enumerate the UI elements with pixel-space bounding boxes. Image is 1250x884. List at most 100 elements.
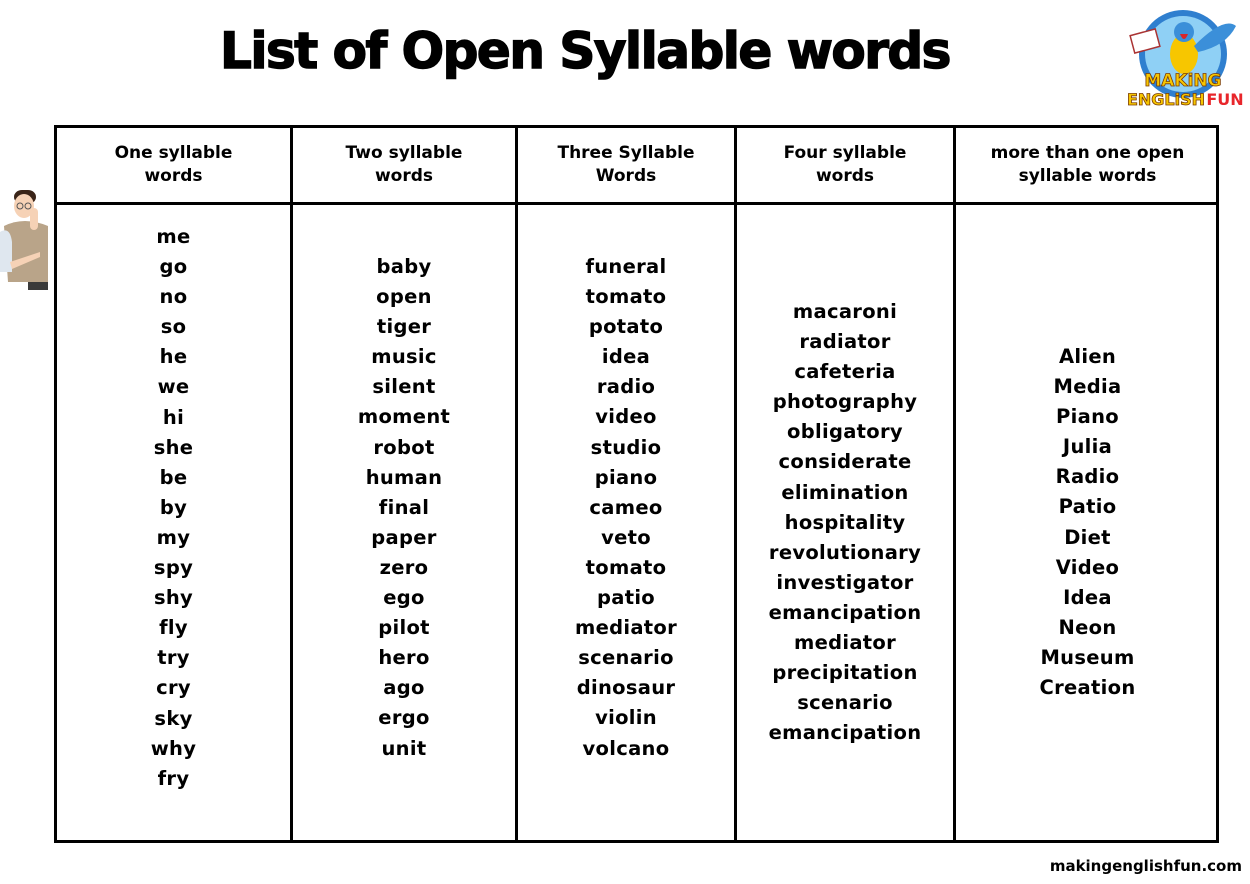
- word-item: moment: [357, 405, 451, 429]
- teacher-illustration: [0, 190, 48, 290]
- word-item: mediator: [793, 631, 897, 655]
- column-four-syllable: Four syllable words macaroni radiator cafet…: [734, 128, 953, 840]
- word-item: fly: [159, 616, 188, 640]
- word-item: spy: [153, 556, 194, 580]
- logo-text-fun: FUN: [1206, 90, 1243, 109]
- word-item: silent: [372, 375, 436, 399]
- word-item: violin: [595, 706, 657, 730]
- word-item: go: [159, 255, 188, 279]
- word-item: scenario: [578, 646, 674, 670]
- word-item: hospitality: [784, 510, 906, 534]
- word-item: obligatory: [787, 420, 903, 444]
- word-item: why: [150, 736, 197, 760]
- word-item: Diet: [1064, 525, 1111, 549]
- word-item: radiator: [799, 330, 891, 354]
- word-item: shy: [153, 586, 194, 610]
- word-item: he: [159, 345, 188, 369]
- word-item: zero: [379, 555, 429, 579]
- word-item: ego: [383, 586, 425, 610]
- column-header: Three Syllable Words: [518, 128, 734, 205]
- word-item: final: [378, 495, 430, 519]
- word-item: hero: [378, 646, 430, 670]
- word-item: video: [595, 405, 657, 429]
- word-item: dinosaur: [576, 676, 676, 700]
- word-item: radio: [596, 375, 656, 399]
- word-item: she: [153, 435, 194, 459]
- word-item: cameo: [589, 495, 663, 519]
- word-item: revolutionary: [768, 540, 922, 564]
- word-item: tomato: [585, 555, 667, 579]
- word-item: paper: [371, 525, 437, 549]
- word-item: me: [156, 225, 191, 248]
- word-item: we: [157, 375, 190, 399]
- making-english-fun-logo: MAKiNG ENGLiSH FUN: [1127, 10, 1244, 109]
- word-item: music: [371, 345, 437, 369]
- open-syllable-table: One syllable words me go no so he we hi she be by m…: [54, 125, 1219, 843]
- word-item: so: [160, 315, 187, 339]
- column-header: more than one open syllable words: [956, 128, 1219, 205]
- column-three-syllable: Three Syllable Words funeral tomato potato i…: [515, 128, 734, 840]
- word-item: Radio: [1055, 465, 1120, 489]
- word-item: fry: [157, 766, 190, 790]
- word-item: Video: [1055, 555, 1120, 579]
- word-list: funeral tomato potato idea radio video studio p…: [518, 252, 734, 764]
- word-item: ergo: [378, 706, 430, 730]
- word-item: emancipation: [768, 600, 922, 624]
- word-item: Neon: [1058, 615, 1117, 639]
- word-item: by: [159, 495, 188, 519]
- word-list: macaroni radiator cafeteria photography obli…: [737, 297, 953, 748]
- word-item: human: [365, 465, 443, 489]
- website-footer: makingenglishfun.com: [1049, 857, 1242, 875]
- word-item: my: [156, 525, 191, 549]
- word-item: Creation: [1039, 676, 1136, 700]
- word-item: hi: [162, 405, 185, 429]
- word-item: open: [376, 285, 432, 309]
- word-item: Julia: [1062, 435, 1113, 459]
- word-item: Media: [1053, 375, 1122, 399]
- word-item: photography: [772, 390, 918, 414]
- word-item: tiger: [376, 315, 432, 339]
- word-item: macaroni: [792, 300, 898, 323]
- page-title: List of Open Syllable words: [219, 21, 952, 81]
- word-item: precipitation: [772, 661, 918, 685]
- logo-text-making: MAKiNG: [1144, 71, 1221, 91]
- word-item: unit: [381, 736, 427, 760]
- word-item: potato: [588, 315, 664, 339]
- word-item: pilot: [378, 616, 430, 640]
- word-item: funeral: [585, 255, 667, 278]
- word-item: Patio: [1058, 495, 1117, 519]
- word-item: ago: [383, 676, 425, 700]
- logo-text-english: ENGLiSH: [1127, 90, 1205, 109]
- word-list: Alien Media Piano Julia Radio Patio Diet Video I…: [956, 342, 1219, 703]
- word-item: Alien: [1058, 345, 1117, 368]
- word-item: investigator: [776, 570, 914, 594]
- word-item: mediator: [574, 616, 678, 640]
- word-item: scenario: [797, 691, 893, 715]
- word-item: be: [159, 465, 188, 489]
- word-item: considerate: [778, 450, 912, 474]
- word-item: Museum: [1040, 645, 1135, 669]
- word-list: me go no so he we hi she be by my spy shy fly try cry sk…: [57, 222, 290, 794]
- word-item: cry: [156, 676, 191, 700]
- word-item: studio: [590, 435, 662, 459]
- word-item: Idea: [1063, 585, 1112, 609]
- word-item: veto: [601, 525, 651, 549]
- column-multiple-open-syllable: more than one open syllable words Alien Me…: [953, 128, 1219, 840]
- word-item: tomato: [585, 285, 667, 309]
- word-item: volcano: [582, 736, 670, 760]
- word-item: elimination: [781, 480, 909, 504]
- word-item: cafeteria: [794, 360, 896, 384]
- word-item: piano: [594, 465, 658, 489]
- word-item: robot: [373, 435, 435, 459]
- column-two-syllable: Two syllable words baby open tiger music sile…: [290, 128, 515, 840]
- column-header: Two syllable words: [293, 128, 515, 205]
- word-item: emancipation: [768, 721, 922, 745]
- column-header: Four syllable words: [737, 128, 953, 205]
- word-item: no: [159, 285, 188, 309]
- word-item: baby: [376, 255, 432, 278]
- word-item: try: [157, 646, 190, 670]
- word-item: Piano: [1056, 405, 1119, 429]
- word-item: patio: [596, 586, 656, 610]
- column-header: One syllable words: [57, 128, 290, 205]
- word-item: sky: [154, 706, 193, 730]
